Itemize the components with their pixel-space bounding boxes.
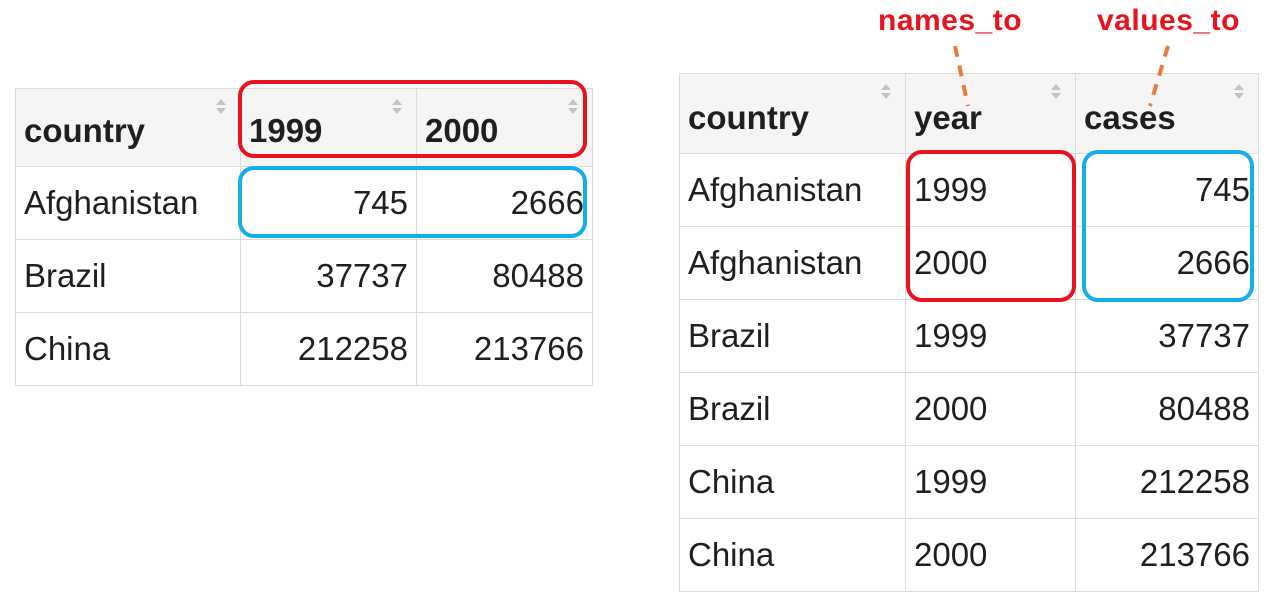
table-row: China 1999 212258 [679, 445, 1259, 519]
cell-value: 2666 [416, 166, 593, 240]
sort-icon[interactable] [881, 84, 891, 104]
sort-icon[interactable] [216, 99, 226, 119]
cell-year: 2000 [905, 372, 1076, 446]
cell-value: 213766 [416, 312, 593, 386]
column-header-1999[interactable]: 1999 [240, 88, 417, 167]
wide-table-header-row: country 1999 2000 [15, 88, 593, 167]
cell-value: 80488 [416, 239, 593, 313]
cell-cases: 745 [1075, 153, 1259, 227]
cell-country: Afghanistan [679, 153, 906, 227]
cell-value: 37737 [240, 239, 417, 313]
sort-icon[interactable] [1051, 84, 1061, 104]
sort-icon[interactable] [392, 99, 402, 119]
table-row: Afghanistan 2000 2666 [679, 226, 1259, 300]
names-to-arrow [953, 45, 970, 107]
cell-value: 212258 [240, 312, 417, 386]
sort-icon[interactable] [568, 99, 578, 119]
long-table: country year cases Afghanistan 1999 745 … [679, 73, 1259, 592]
cell-country: China [679, 445, 906, 519]
cell-cases: 80488 [1075, 372, 1259, 446]
cell-country: Brazil [679, 299, 906, 373]
names-to-label: names_to [878, 4, 1023, 37]
values-to-label: values_to [1097, 4, 1240, 37]
column-header-country[interactable]: country [15, 88, 241, 167]
cell-country: China [679, 518, 906, 592]
cell-country: Brazil [15, 239, 241, 313]
wide-table: country 1999 2000 Afghanistan 745 2666 B… [15, 88, 593, 386]
cell-year: 2000 [905, 226, 1076, 300]
column-header-country[interactable]: country [679, 73, 906, 154]
table-row: China 2000 213766 [679, 518, 1259, 592]
cell-cases: 212258 [1075, 445, 1259, 519]
table-row: China 212258 213766 [15, 312, 593, 386]
cell-year: 1999 [905, 153, 1076, 227]
values-to-arrow [1148, 45, 1170, 107]
table-row: Afghanistan 1999 745 [679, 153, 1259, 227]
long-table-header-row: country year cases [679, 73, 1259, 154]
cell-country: China [15, 312, 241, 386]
cell-year: 2000 [905, 518, 1076, 592]
table-row: Brazil 37737 80488 [15, 239, 593, 313]
cell-country: Afghanistan [679, 226, 906, 300]
cell-country: Afghanistan [15, 166, 241, 240]
cell-value: 745 [240, 166, 417, 240]
table-row: Afghanistan 745 2666 [15, 166, 593, 240]
column-header-cases[interactable]: cases [1075, 73, 1259, 154]
cell-cases: 213766 [1075, 518, 1259, 592]
sort-icon[interactable] [1234, 84, 1244, 104]
